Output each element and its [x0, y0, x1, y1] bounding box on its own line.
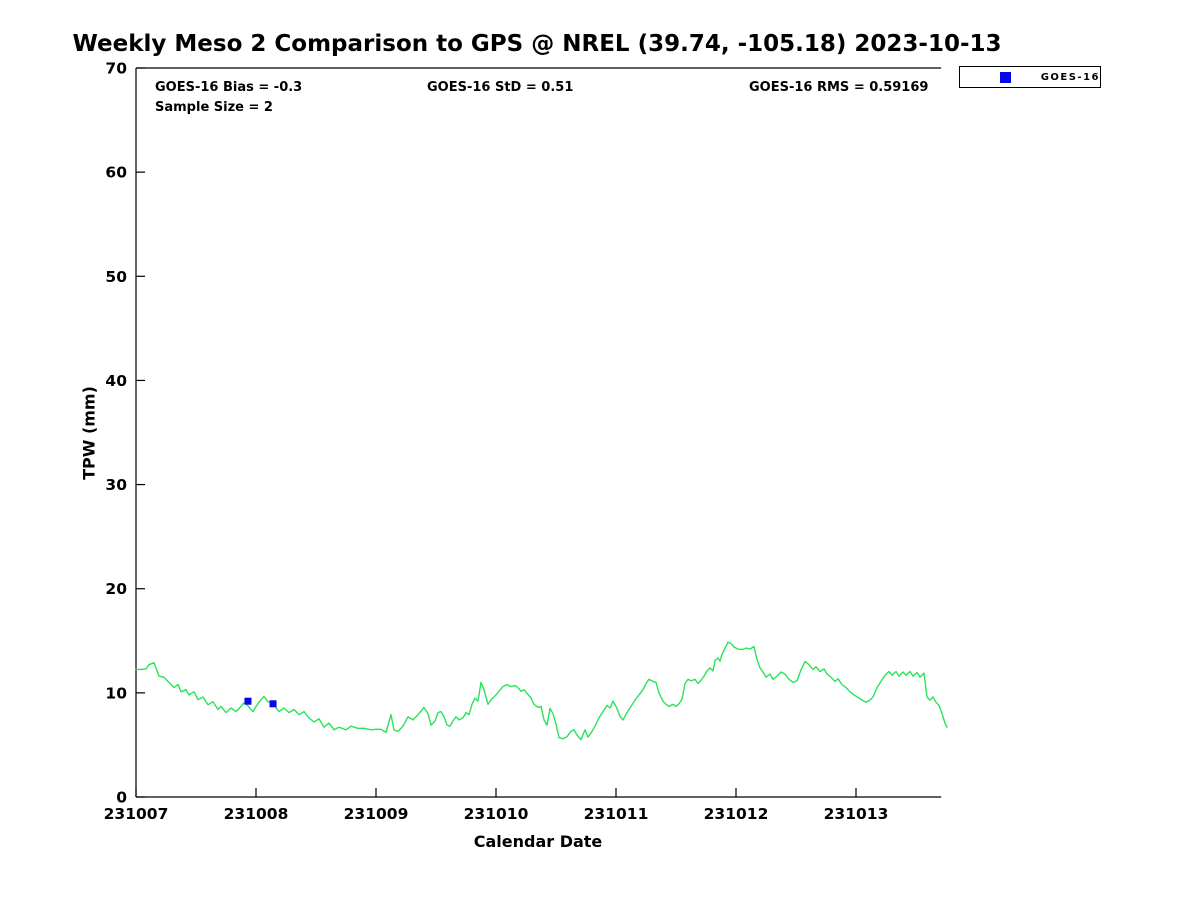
y-tick-label: 20: [105, 580, 127, 598]
annotation-rms: GOES-16 RMS = 0.59169: [749, 80, 929, 95]
annotation-sample-size: Sample Size = 2: [155, 100, 273, 115]
y-tick-label: 70: [105, 60, 127, 78]
x-axis-label: Calendar Date: [473, 832, 603, 851]
legend-box: GOES-16: [959, 66, 1101, 88]
y-tick-label: 50: [105, 268, 127, 286]
axis-ticks: [135, 67, 857, 798]
y-axis-label: TPW (mm): [79, 386, 99, 480]
annotation-std: GOES-16 StD = 0.51: [427, 80, 574, 95]
goes16-data-marker: [244, 697, 252, 705]
legend-goes16-marker-icon: [1000, 71, 1011, 83]
chart-title: Weekly Meso 2 Comparison to GPS @ NREL (…: [72, 31, 1002, 57]
annotation-bias: GOES-16 Bias = -0.3: [155, 80, 303, 95]
x-tick-label: 231010: [464, 805, 529, 823]
data-series: [135, 641, 948, 741]
x-tick-label: 231011: [584, 805, 649, 823]
x-tick-label: 231007: [104, 805, 169, 823]
tick-labels: 0 10 20 30 40 50 60 70 231007 231008 231009 231010 2…: [104, 60, 889, 824]
y-tick-label: 30: [105, 476, 127, 494]
goes16-data-marker: [269, 700, 277, 708]
legend-goes16-label: GOES-16: [1040, 71, 1100, 83]
x-tick-label: 231009: [344, 805, 409, 823]
y-tick-label: 40: [105, 372, 127, 390]
y-tick-label: 10: [105, 684, 127, 702]
gps-tpw-line: [135, 641, 948, 741]
y-tick-label: 0: [116, 789, 127, 807]
axes: [135, 67, 942, 798]
x-tick-label: 231012: [704, 805, 769, 823]
y-tick-label: 60: [105, 164, 127, 182]
x-tick-label: 231013: [824, 805, 889, 823]
x-tick-label: 231008: [224, 805, 289, 823]
